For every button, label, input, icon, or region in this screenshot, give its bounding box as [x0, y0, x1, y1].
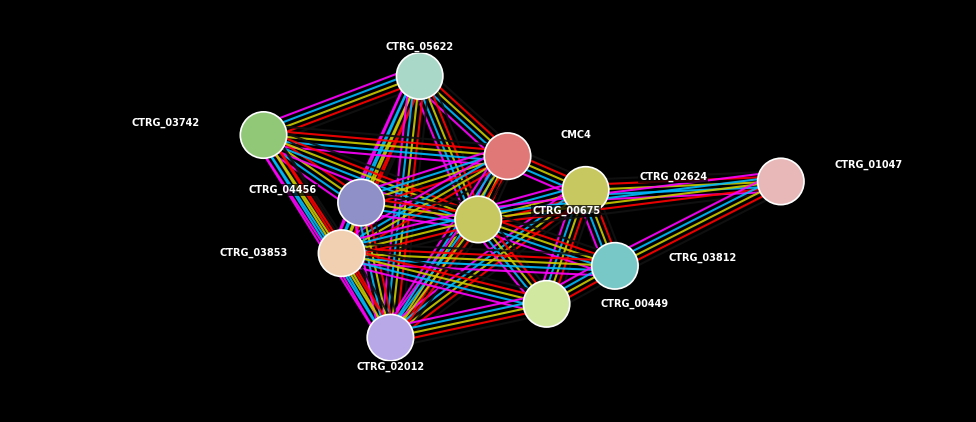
Circle shape [318, 230, 365, 276]
Text: CTRG_01047: CTRG_01047 [834, 160, 903, 170]
Text: CTRG_02624: CTRG_02624 [639, 172, 708, 182]
Text: CTRG_00449: CTRG_00449 [600, 299, 669, 309]
Circle shape [757, 158, 804, 205]
Circle shape [523, 281, 570, 327]
Circle shape [455, 196, 502, 243]
Text: CTRG_03742: CTRG_03742 [132, 117, 200, 127]
Text: CTRG_00675: CTRG_00675 [532, 206, 600, 216]
Text: CTRG_04456: CTRG_04456 [249, 185, 317, 195]
Circle shape [367, 314, 414, 361]
Circle shape [396, 53, 443, 99]
Text: CTRG_02012: CTRG_02012 [356, 362, 425, 372]
Text: CMC4: CMC4 [560, 130, 591, 140]
Circle shape [338, 179, 385, 226]
Circle shape [240, 112, 287, 158]
Text: CTRG_03812: CTRG_03812 [669, 252, 737, 262]
Text: CTRG_05622: CTRG_05622 [386, 41, 454, 51]
Circle shape [591, 243, 638, 289]
Circle shape [562, 167, 609, 213]
Text: CTRG_03853: CTRG_03853 [220, 248, 288, 258]
Circle shape [484, 133, 531, 179]
